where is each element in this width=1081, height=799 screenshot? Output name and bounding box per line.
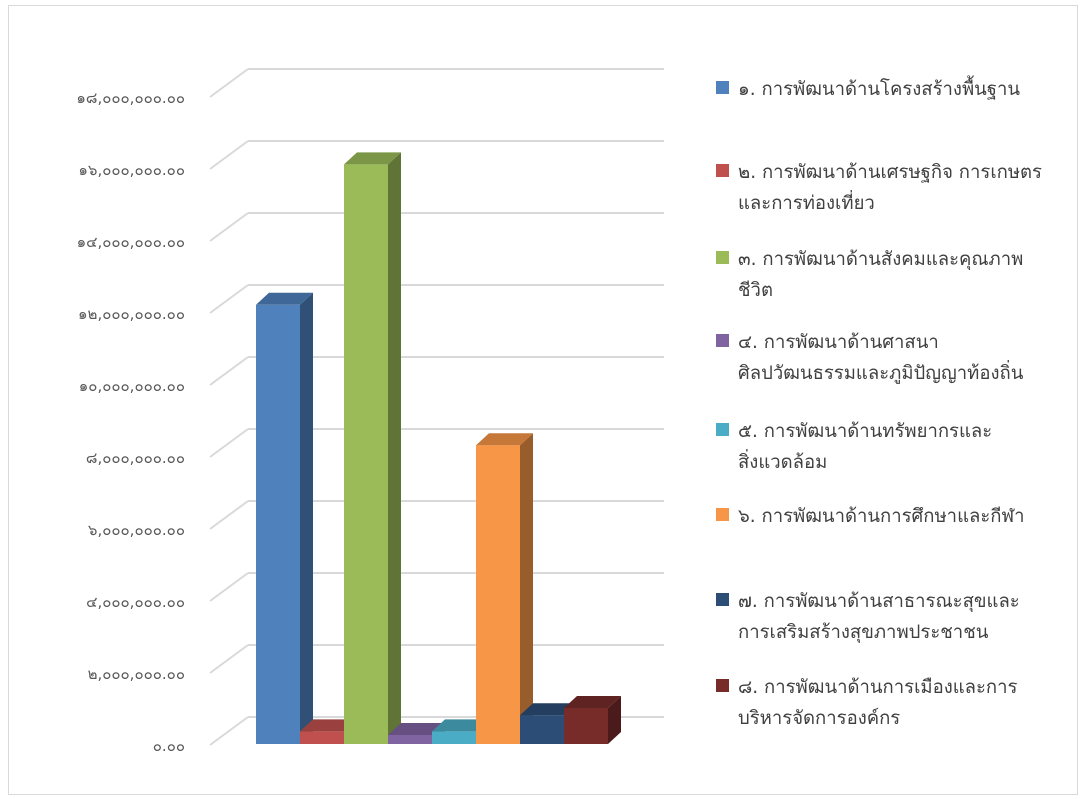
legend-label: ๗. การพัฒนาด้านสาธารณะสุขและ การเสริมสร้… bbox=[738, 591, 1020, 643]
bar-top bbox=[344, 152, 401, 165]
bar-front bbox=[344, 164, 388, 744]
bar-front bbox=[300, 731, 344, 744]
gridline-side bbox=[209, 284, 249, 314]
y-tick-label: ๐.๐๐ bbox=[153, 737, 185, 755]
legend-swatch bbox=[716, 334, 729, 347]
legend-label: ๒. การพัฒนาด้านเศรษฐกิจ การเกษตร และการท… bbox=[738, 162, 1042, 214]
y-tick-label: ๘,๐๐๐,๐๐๐.๐๐ bbox=[86, 449, 185, 467]
y-tick-label: ๑๔,๐๐๐,๐๐๐.๐๐ bbox=[77, 233, 185, 251]
gridline-side bbox=[209, 500, 249, 530]
bar-side bbox=[608, 696, 621, 744]
bar-front bbox=[520, 715, 564, 744]
bar bbox=[564, 696, 621, 744]
legend-item: ๔. การพัฒนาด้านศาสนา ศิลปวัฒนธรรมและภูมิ… bbox=[716, 327, 1076, 389]
gridline-side bbox=[209, 68, 249, 98]
legend-item: ๒. การพัฒนาด้านเศรษฐกิจ การเกษตร และการท… bbox=[716, 157, 1076, 219]
y-tick-label: ๑๒,๐๐๐,๐๐๐.๐๐ bbox=[78, 305, 185, 323]
y-axis-tick-labels: ๐.๐๐ ๒,๐๐๐,๐๐๐.๐๐ ๔,๐๐๐,๐๐๐.๐๐ ๖,๐๐๐,๐๐๐.๐๐… bbox=[76, 89, 185, 755]
bar bbox=[476, 433, 533, 744]
bar-top bbox=[300, 719, 357, 732]
bar-top bbox=[564, 696, 621, 708]
y-tick-label: ๖,๐๐๐,๐๐๐.๐๐ bbox=[88, 521, 185, 539]
legend-item: ๓. การพัฒนาด้านสังคมและคุณภาพ ชีวิต bbox=[716, 244, 1076, 306]
gridlines bbox=[209, 68, 664, 746]
gridline-side bbox=[209, 140, 249, 170]
legend-item: ๕. การพัฒนาด้านทรัพยากรและ สิ่งแวดล้อม bbox=[716, 416, 1076, 478]
legend-swatch bbox=[716, 81, 729, 94]
bar-front bbox=[388, 735, 432, 744]
bar-side bbox=[388, 152, 401, 744]
chart-frame bbox=[8, 5, 1078, 795]
gridline-side bbox=[209, 428, 249, 458]
bar-top bbox=[256, 292, 313, 305]
legend-label: ๘. การพัฒนาด้านการเมืองและการ บริหารจัดก… bbox=[738, 677, 1018, 729]
y-tick-label: ๔,๐๐๐,๐๐๐.๐๐ bbox=[86, 593, 185, 611]
gridline-side bbox=[209, 716, 249, 746]
legend-label: ๓. การพัฒนาด้านสังคมและคุณภาพ ชีวิต bbox=[738, 249, 1024, 301]
bar-front bbox=[256, 304, 300, 744]
legend-item: ๗. การพัฒนาด้านสาธารณะสุขและ การเสริมสร้… bbox=[716, 586, 1076, 648]
bar-front bbox=[476, 445, 520, 744]
legend-label: ๑. การพัฒนาด้านโครงสร้างพื้นฐาน bbox=[738, 79, 1021, 100]
bar-front bbox=[432, 731, 476, 744]
gridline-side bbox=[209, 212, 249, 242]
y-tick-label: ๑๘,๐๐๐,๐๐๐.๐๐ bbox=[76, 89, 185, 107]
legend-label: ๖. การพัฒนาด้านการศึกษาและกีฬา bbox=[738, 506, 1025, 527]
legend-item: ๘. การพัฒนาด้านการเมืองและการ บริหารจัดก… bbox=[716, 672, 1076, 734]
gridline-side bbox=[209, 572, 249, 602]
legend-swatch bbox=[716, 251, 729, 264]
bar-front bbox=[564, 708, 608, 744]
legend-swatch bbox=[716, 423, 729, 436]
gridline-side bbox=[209, 644, 249, 674]
gridline-side bbox=[209, 356, 249, 386]
legend-swatch bbox=[716, 164, 729, 177]
bar-side bbox=[520, 433, 533, 744]
bar-top bbox=[388, 723, 445, 735]
y-tick-label: ๒,๐๐๐,๐๐๐.๐๐ bbox=[88, 665, 185, 683]
bar bbox=[344, 152, 401, 744]
bar-top bbox=[432, 719, 489, 732]
legend-swatch bbox=[716, 679, 729, 692]
bar-top bbox=[520, 703, 577, 716]
legend-item: ๖. การพัฒนาด้านการศึกษาและกีฬา bbox=[716, 501, 1076, 532]
bar-side bbox=[300, 292, 313, 744]
bar bbox=[256, 292, 313, 744]
legend: ๑. การพัฒนาด้านโครงสร้างพื้นฐาน๒. การพัฒ… bbox=[716, 0, 1076, 799]
legend-label: ๔. การพัฒนาด้านศาสนา ศิลปวัฒนธรรมและภูมิ… bbox=[738, 332, 1024, 384]
y-tick-label: ๑๐,๐๐๐,๐๐๐.๐๐ bbox=[79, 377, 185, 395]
legend-label: ๕. การพัฒนาด้านทรัพยากรและ สิ่งแวดล้อม bbox=[738, 421, 993, 473]
legend-item: ๑. การพัฒนาด้านโครงสร้างพื้นฐาน bbox=[716, 74, 1076, 105]
y-tick-label: ๑๖,๐๐๐,๐๐๐.๐๐ bbox=[78, 161, 185, 179]
legend-swatch bbox=[716, 508, 729, 521]
legend-swatch bbox=[716, 593, 729, 606]
bar-top bbox=[476, 433, 533, 446]
bars bbox=[256, 152, 621, 744]
